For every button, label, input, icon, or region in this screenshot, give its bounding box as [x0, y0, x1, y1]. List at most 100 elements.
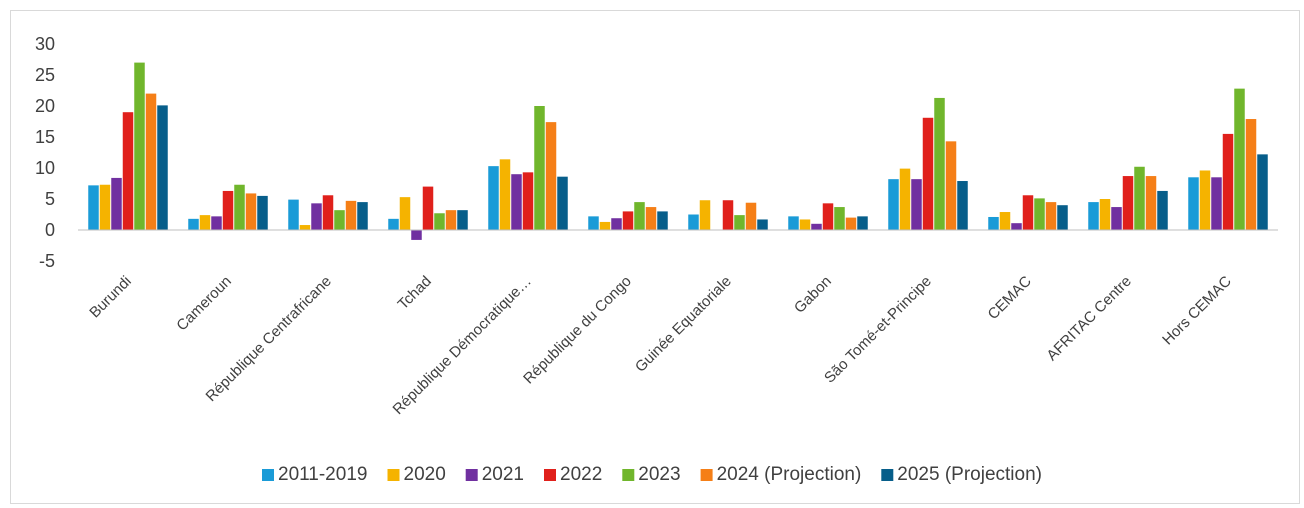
legend: 2011-2019 2020 2021 2022 2023 2024 (Projectio… [262, 464, 1042, 485]
bar [499, 159, 511, 230]
bar [334, 210, 345, 230]
bar [1111, 207, 1122, 230]
bar [545, 122, 557, 230]
bar [599, 221, 611, 230]
legend-swatch [622, 469, 635, 481]
bar [357, 202, 368, 230]
x-tick-label: Cameroun [173, 273, 235, 335]
y-tick-label: -5 [39, 251, 55, 271]
bar [111, 177, 122, 230]
bar [99, 184, 111, 230]
bar [1022, 195, 1034, 230]
legend-item: 2020 [387, 464, 446, 485]
x-tick-label: Gabon [791, 273, 835, 317]
x-tick-label: Hors CEMAC [1159, 273, 1235, 349]
bar [1222, 133, 1234, 230]
x-tick-label: São Tomé-et-Principe [821, 273, 935, 387]
y-axis: -5 0 5 10 15 20 25 30 [35, 34, 55, 271]
legend-label: 2023 [638, 464, 680, 485]
bar [757, 219, 768, 230]
bar [399, 197, 411, 230]
bar [699, 200, 711, 230]
bar [645, 207, 657, 230]
bar [1011, 223, 1022, 230]
bar [822, 203, 834, 230]
bar [234, 184, 245, 230]
bar [322, 195, 334, 230]
bar [345, 200, 357, 230]
bar [188, 218, 199, 230]
bar [1045, 202, 1057, 230]
bar [845, 217, 857, 230]
legend-label: 2011-2019 [278, 464, 367, 485]
y-tick-label: 20 [35, 96, 55, 116]
bar [388, 218, 399, 230]
bar [1199, 170, 1211, 230]
bar [88, 185, 99, 230]
bar [245, 193, 257, 230]
bar [911, 179, 922, 230]
legend-swatch [700, 469, 713, 481]
bar [1122, 176, 1134, 230]
bar [411, 230, 422, 240]
legend-item: 2022 [544, 464, 602, 485]
legend-item: 2024 (Projection) [700, 464, 861, 485]
bar [811, 223, 822, 230]
bar [211, 216, 222, 230]
x-tick-label: Tchad [395, 273, 435, 313]
bar [288, 199, 299, 230]
bar [511, 174, 522, 230]
bar [422, 186, 434, 230]
legend-swatch [544, 469, 556, 481]
bar [122, 112, 134, 230]
bar [622, 211, 634, 230]
bar [222, 190, 234, 230]
legend-swatch [262, 469, 274, 481]
bar [1145, 176, 1157, 230]
y-tick-label: 5 [45, 189, 55, 209]
legend-swatch [881, 469, 894, 481]
bar [199, 215, 211, 230]
y-tick-label: 10 [35, 158, 55, 178]
bar [457, 210, 468, 230]
bar [888, 179, 899, 230]
bar [688, 214, 699, 230]
legend-label: 2022 [560, 464, 602, 485]
bars [78, 62, 1278, 240]
bar [1234, 88, 1245, 230]
bar [957, 181, 968, 230]
bar [1034, 198, 1045, 230]
bar [745, 202, 757, 230]
bar [522, 172, 534, 230]
y-tick-label: 15 [35, 127, 55, 147]
bar [1134, 166, 1145, 230]
x-tick-label: République du Congo [520, 273, 635, 388]
bar [134, 62, 145, 230]
bar [722, 200, 734, 230]
bar [788, 216, 799, 230]
bar [999, 212, 1011, 230]
legend-label: 2025 (Projection) [897, 464, 1042, 485]
bar [611, 218, 622, 230]
bar [488, 166, 499, 230]
bar [1245, 119, 1257, 230]
bar [899, 168, 911, 230]
x-tick-label: AFRITAC Centre [1043, 273, 1134, 364]
bar [257, 195, 268, 230]
legend-item: 2011-2019 [262, 464, 367, 485]
legend-label: 2021 [482, 464, 524, 485]
bar [434, 213, 445, 230]
bar [734, 215, 745, 230]
y-tick-label: 0 [45, 220, 55, 240]
x-tick-label: Burundi [86, 273, 135, 322]
bar [534, 106, 545, 230]
bar [922, 117, 934, 230]
legend-label: 2020 [404, 464, 446, 485]
bar [1257, 154, 1268, 230]
bar [588, 216, 599, 230]
bar [557, 176, 568, 230]
legend-swatch [465, 469, 478, 481]
chart-frame [10, 10, 1300, 504]
